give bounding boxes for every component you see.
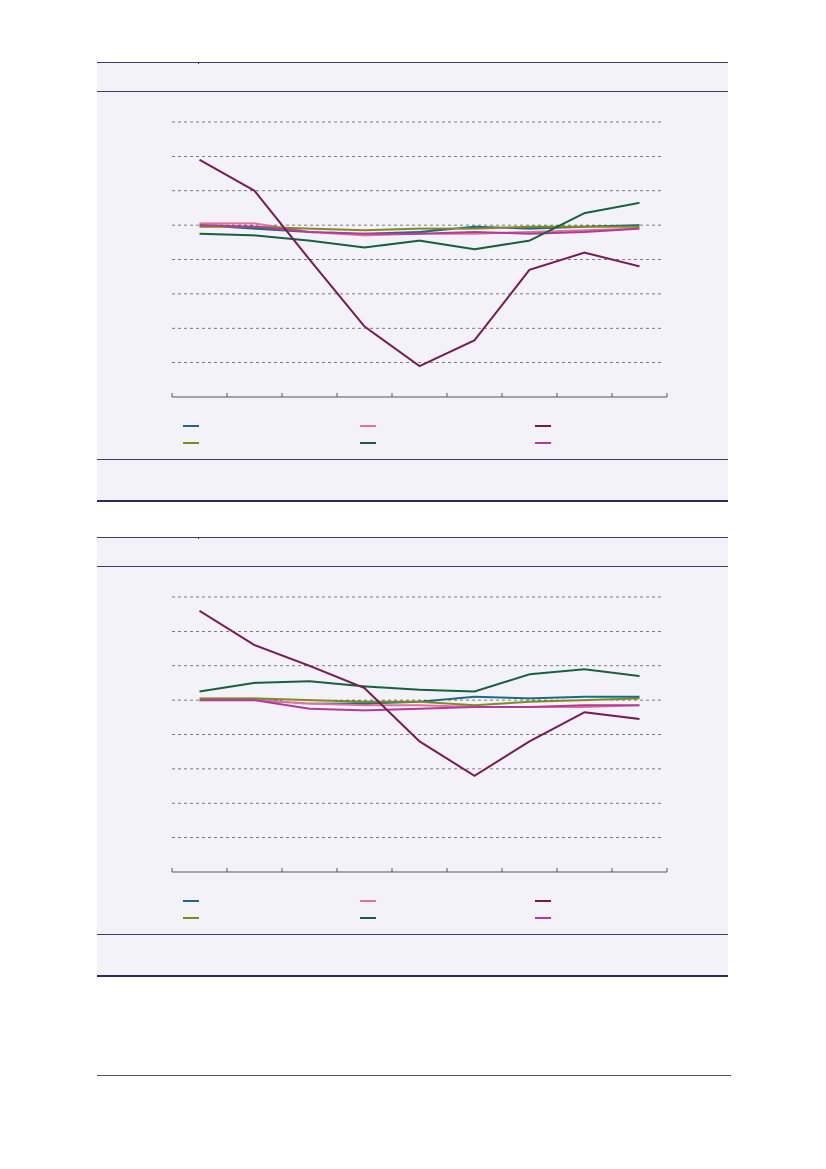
page-footer-rule (97, 1075, 731, 1076)
chart-panel-1 (97, 62, 728, 502)
series-line-olive (199, 697, 640, 707)
series-line-olive (199, 225, 640, 232)
series-line-magenta (199, 699, 640, 712)
source-divider-rule (97, 934, 728, 935)
header-divider (198, 62, 199, 64)
panel-bottom-rule (97, 500, 728, 502)
header-bottom-rule (97, 91, 728, 92)
line-chart-2 (171, 596, 668, 919)
header-bottom-rule (97, 566, 728, 567)
series-line-magenta (199, 224, 640, 235)
panel-top-rule (97, 62, 728, 63)
series-line-plum (199, 158, 640, 368)
series-line-green (199, 668, 640, 693)
series-line-pink (199, 699, 640, 708)
chart-panel-2 (97, 537, 728, 977)
series-line-plum (198, 609, 640, 777)
panel-top-rule (97, 537, 728, 538)
line-chart-1 (171, 121, 668, 444)
source-divider-rule (97, 459, 728, 460)
series-line-green (199, 201, 640, 251)
panel-bottom-rule (97, 975, 728, 977)
header-divider (198, 537, 199, 539)
